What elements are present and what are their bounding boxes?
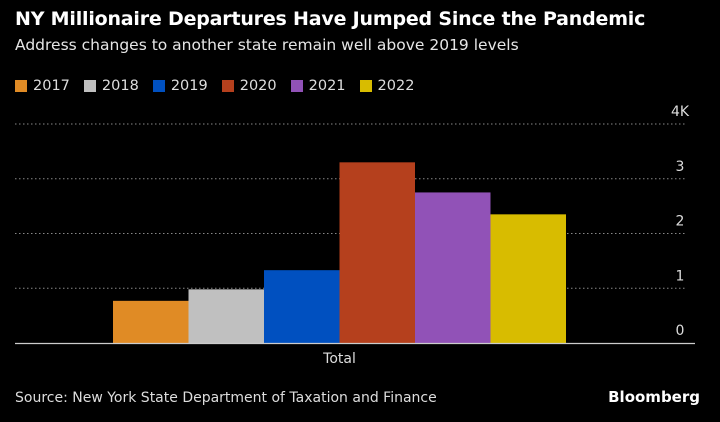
x-tick-label: Total bbox=[322, 351, 356, 367]
legend-swatch bbox=[152, 80, 165, 92]
legend: 2017 2018 2019 2020 2021 2022 bbox=[15, 78, 414, 94]
legend-label: 2022 bbox=[377, 78, 415, 94]
legend-swatch bbox=[83, 80, 96, 92]
bar-2021 bbox=[415, 192, 491, 343]
y-tick-label: 4K bbox=[671, 104, 690, 120]
y-tick-label: 2 bbox=[676, 214, 685, 230]
legend-swatch bbox=[15, 80, 27, 92]
y-tick-label: 1 bbox=[676, 268, 685, 284]
legend-label: 2021 bbox=[308, 78, 346, 94]
legend-label: 2020 bbox=[239, 78, 277, 94]
bar-2022 bbox=[490, 214, 566, 343]
y-tick-label: 3 bbox=[676, 159, 685, 175]
legend-item-2019: 2019 bbox=[152, 78, 208, 94]
bar-2020 bbox=[339, 162, 415, 343]
source-note: Source: New York State Department of Tax… bbox=[15, 390, 437, 406]
legend-label: 2018 bbox=[101, 78, 139, 94]
bar-2018 bbox=[188, 289, 264, 343]
bar-2019 bbox=[264, 270, 340, 343]
bar-2017 bbox=[113, 300, 189, 343]
legend-item-2022: 2022 bbox=[359, 78, 415, 94]
legend-item-2017: 2017 bbox=[15, 78, 70, 94]
legend-swatch bbox=[221, 80, 234, 92]
bloomberg-logo: Bloomberg bbox=[608, 388, 700, 406]
legend-item-2021: 2021 bbox=[290, 78, 346, 94]
legend-label: 2017 bbox=[33, 78, 70, 94]
legend-item-2018: 2018 bbox=[83, 78, 139, 94]
chart-subtitle: Address changes to another state remain … bbox=[15, 36, 519, 54]
legend-swatch bbox=[290, 80, 303, 92]
legend-swatch bbox=[359, 80, 372, 92]
chart-title: NY Millionaire Departures Have Jumped Si… bbox=[15, 8, 646, 30]
y-tick-label: 0 bbox=[676, 323, 685, 339]
legend-item-2020: 2020 bbox=[221, 78, 277, 94]
legend-label: 2019 bbox=[170, 78, 208, 94]
